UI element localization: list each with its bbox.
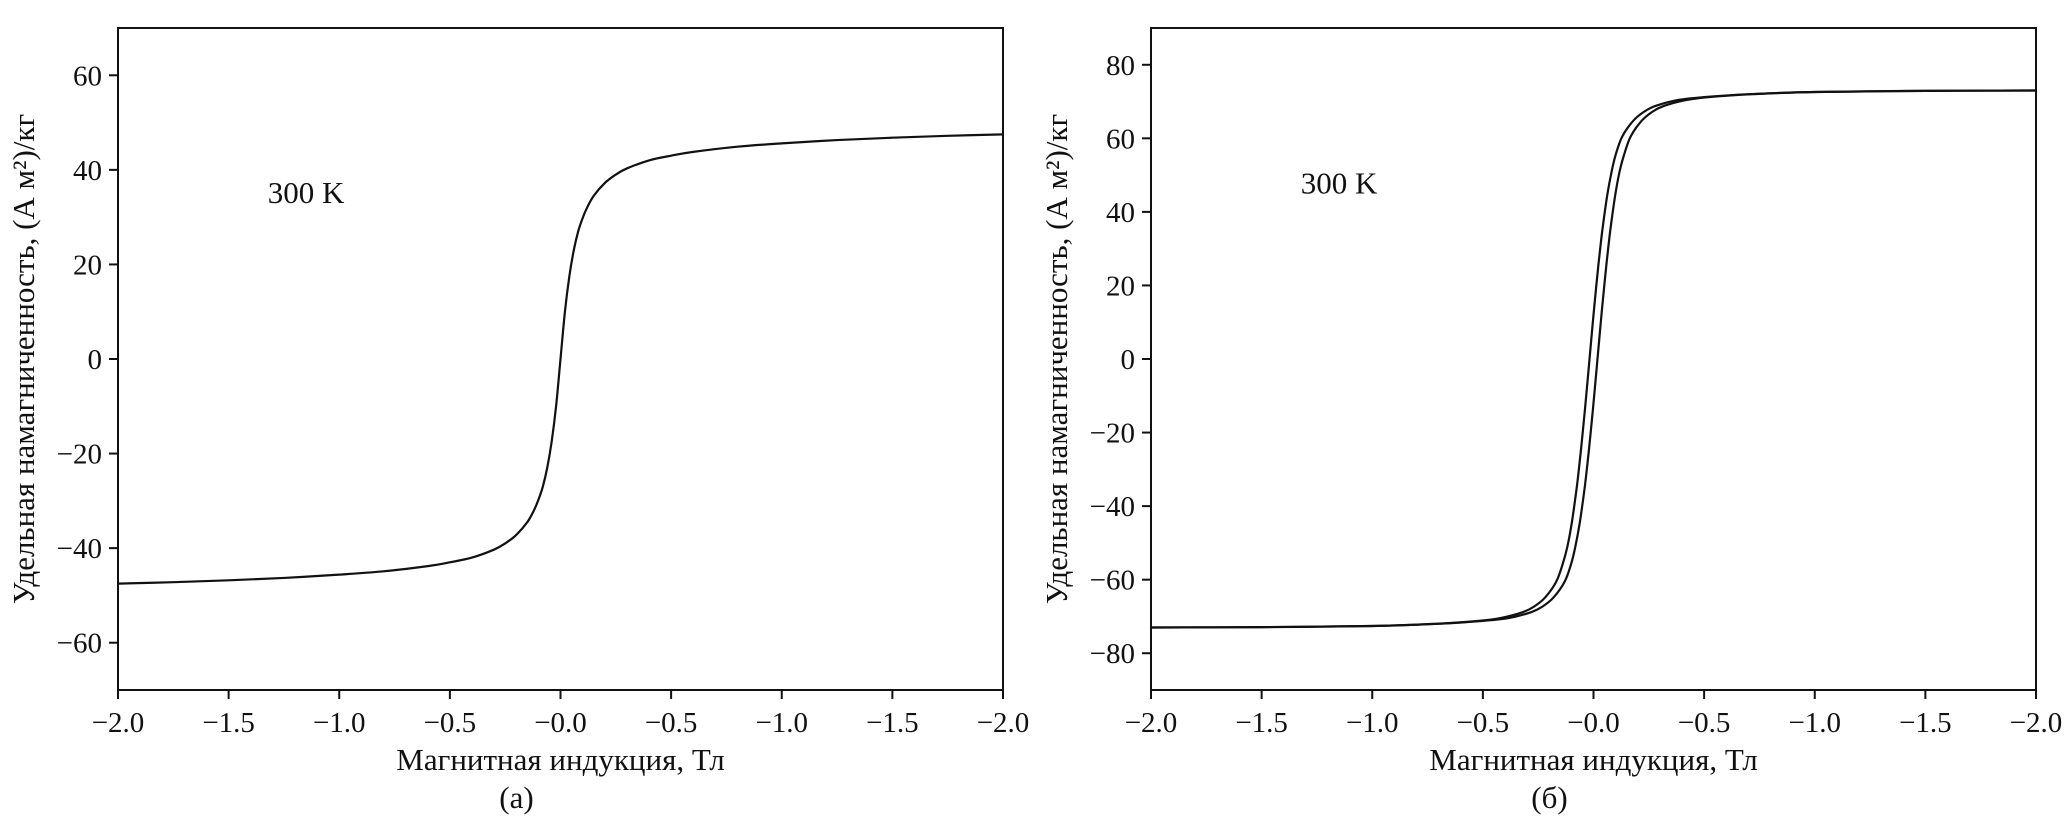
y-tick-label: −20	[1090, 418, 1135, 450]
x-tick-label: −2.0	[1125, 707, 1178, 739]
y-tick-label: 0	[1121, 344, 1136, 376]
x-tick-label: −2.0	[977, 707, 1030, 739]
y-tick-label: −60	[57, 628, 102, 660]
y-axis-label: Удельная намагниченность, (А м²)/кг	[1039, 114, 1074, 604]
y-tick-label: 20	[1106, 270, 1135, 302]
x-tick-label: −1.5	[1899, 707, 1952, 739]
x-tick-label: −0.0	[534, 707, 587, 739]
magnetization-curve	[116, 133, 1005, 585]
y-tick-label: 40	[73, 155, 102, 187]
y-tick-label: 40	[1106, 197, 1135, 229]
panel-b-caption: (б)	[1531, 780, 1568, 815]
y-tick-label: 0	[88, 344, 103, 376]
y-tick-label: 80	[1106, 50, 1135, 82]
x-tick-label: −0.5	[1678, 707, 1731, 739]
y-tick-label: −40	[57, 533, 102, 565]
panel-a: −2.0 −1.5 −1.0 −0.5 −0.0 −0.5 −1.0 −1.5 −2.0 −60 −…	[0, 0, 1033, 825]
y-tick-label: −60	[1090, 565, 1135, 597]
x-tick-label: −1.5	[1235, 707, 1288, 739]
x-axis-label: Магнитная индукция, Тл	[1429, 742, 1757, 777]
magnetization-plot-a: −2.0 −1.5 −1.0 −0.5 −0.0 −0.5 −1.0 −1.5 −2.0 −60 −…	[0, 0, 1033, 780]
x-tick-label: −1.0	[1788, 707, 1841, 739]
x-tick-label: −0.0	[1567, 707, 1620, 739]
x-tick-label: −2.0	[92, 707, 145, 739]
hysteresis-descending-branch	[1149, 89, 2038, 629]
y-axis-label: Удельная намагниченность, (А м²)/кг	[6, 114, 41, 604]
x-axis-label: Магнитная индукция, Тл	[396, 742, 724, 777]
panel-a-caption: (а)	[499, 780, 534, 815]
x-tick-label: −0.5	[1457, 707, 1510, 739]
x-tick-label: −0.5	[424, 707, 477, 739]
plot-frame	[1150, 27, 2037, 691]
y-tick-label: −80	[1090, 638, 1135, 670]
y-tick-label: −40	[1090, 491, 1135, 523]
x-tick-label: −1.0	[1346, 707, 1399, 739]
y-tick-label: 60	[73, 60, 102, 92]
hysteresis-ascending-branch	[1149, 89, 2038, 629]
y-tick-label: −20	[57, 439, 102, 471]
chart-svg: −2.0 −1.5 −1.0 −0.5 −0.0 −0.5 −1.0 −1.5 −2.0 −60 −…	[6, 27, 1030, 777]
y-tick-label: 20	[73, 249, 102, 281]
x-tick-label: −1.0	[313, 707, 366, 739]
y-tick-label: 60	[1106, 123, 1135, 155]
hysteresis-plot-b: −2.0 −1.5 −1.0 −0.5 −0.0 −0.5 −1.0 −1.5 −2.0 −80 −…	[1033, 0, 2066, 780]
temperature-annotation: 300 K	[268, 175, 345, 210]
panel-b: −2.0 −1.5 −1.0 −0.5 −0.0 −0.5 −1.0 −1.5 −2.0 −80 −…	[1033, 0, 2066, 825]
x-tick-label: −1.0	[755, 707, 808, 739]
x-tick-label: −2.0	[2010, 707, 2063, 739]
x-tick-label: −0.5	[645, 707, 698, 739]
temperature-annotation: 300 K	[1301, 166, 1378, 201]
chart-svg: −2.0 −1.5 −1.0 −0.5 −0.0 −0.5 −1.0 −1.5 −2.0 −80 −…	[1039, 27, 2063, 777]
x-tick-label: −1.5	[202, 707, 255, 739]
x-tick-label: −1.5	[866, 707, 919, 739]
